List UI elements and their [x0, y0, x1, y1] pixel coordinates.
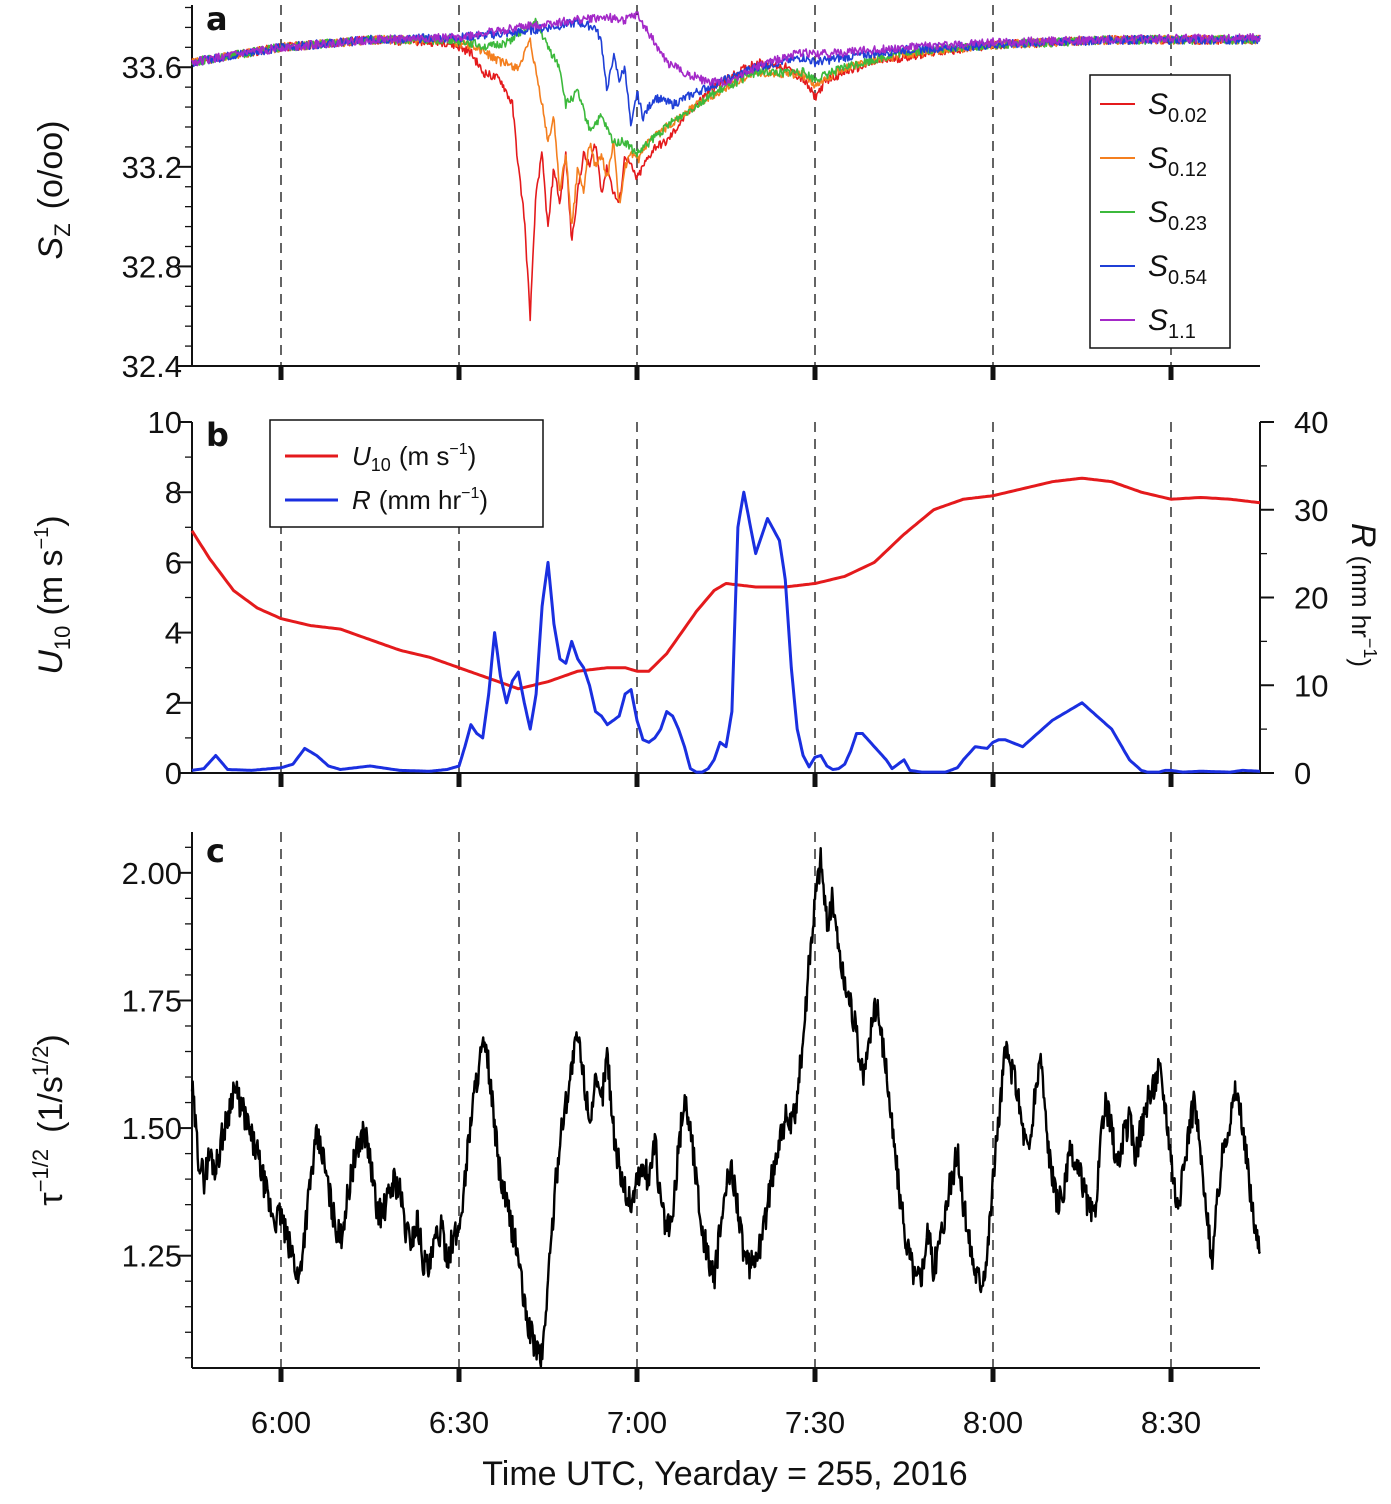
panel-b-left-ylabel-unit: (m s: [32, 550, 70, 616]
panel-b-right-ylabel: R (mm hr−1): [1344, 523, 1382, 667]
panel-c-ylabel: τ−1/2 (1/s1/2): [28, 1034, 70, 1205]
panel-b-right-ylabel-exponent: −1: [1360, 638, 1380, 659]
panel-c-ytick-label-1: 1.75: [122, 983, 182, 1018]
x-tick-label-4: 8:00: [963, 1405, 1023, 1440]
panel-c-ytick-label-0: 2.00: [122, 856, 182, 891]
panel-c-ylabel-unit-superscript: 1/2: [28, 1046, 53, 1077]
legend-u10-label: U10 (m s−1): [352, 441, 476, 475]
panel-a-ytick-label-1: 33.2: [122, 150, 182, 185]
svg-text:U10(m s−1): U10 (m s−1): [31, 515, 75, 674]
legend-panel-a: S0.02 S0.12 S0.23 S0.54 S1.1: [1089, 74, 1231, 349]
panel-b-left-ylabel-close: ): [32, 515, 70, 526]
legend-a-label-s023: S0.23: [1148, 196, 1207, 235]
panel-b-right-ytick-label-1: 10: [1294, 668, 1328, 703]
legend-panel-b: U10 (m s−1) R (mm hr−1): [269, 419, 544, 528]
panel-a-ylabel: SZ (o/oo): [32, 121, 75, 260]
svg-text:SZ(o/oo): SZ (o/oo): [32, 121, 75, 260]
panel-b-left-ylabel-symbol: U: [32, 650, 70, 675]
panel-b-left-ytick-label-0: 0: [165, 756, 182, 791]
series-rain-line: [191, 490, 1260, 774]
panel-letter-a: a: [206, 0, 228, 38]
panel-c-ytick-label-2: 1.50: [122, 1111, 182, 1146]
series-s11-line: [191, 11, 1261, 88]
legend-a-label-s002: S0.02: [1148, 88, 1207, 127]
panel-b: 0 2 4 6 8 10 0 10 20 30 40: [148, 405, 1329, 791]
legend-a-label-s054: S0.54: [1148, 250, 1207, 289]
panel-b-right-ytick-label-0: 0: [1294, 756, 1311, 791]
panel-letter-c: c: [206, 832, 225, 870]
panel-b-left-ytick-label-2: 4: [165, 616, 182, 651]
panel-a-ytick-label-2: 32.8: [122, 249, 182, 284]
panel-b-right-ylabel-symbol: R: [1344, 523, 1382, 548]
panel-a-ytick-label-0: 33.6: [122, 50, 182, 85]
panel-a-ylabel-subscript: Z: [50, 223, 75, 236]
panel-c: 2.00 1.75 1.50 1.25 6:00 6:30 7:00 7:30 8:00 8:30: [122, 832, 1261, 1440]
panel-b-right-ylabel-close: ): [1346, 658, 1376, 667]
x-tick-label-1: 6:30: [429, 1405, 489, 1440]
panel-b-left-ytick-label-5: 10: [148, 405, 182, 440]
panel-b-right-ytick-label-2: 20: [1294, 581, 1328, 616]
panel-c-ylabel-unit: (1/s: [32, 1076, 70, 1133]
panel-a-ylabel-unit: (o/oo): [32, 121, 70, 210]
panel-b-left-ytick-label-4: 8: [165, 475, 182, 510]
panel-b-left-ylabel: U10 (m s−1): [31, 515, 75, 674]
panel-a-ylabel-symbol: S: [32, 236, 70, 259]
x-tick-label-0: 6:00: [251, 1405, 311, 1440]
panel-b-left-ytick-label-3: 6: [165, 545, 182, 580]
panel-c-ylabel-close: ): [32, 1034, 70, 1045]
panel-a: 33.6 33.2 32.8 32.4: [122, 5, 1261, 384]
panel-b-left-ylabel-subscript: 10: [50, 626, 75, 650]
svg-text:R(mm hr−1): R (mm hr−1): [1344, 523, 1382, 667]
x-tick-label-2: 7:00: [607, 1405, 667, 1440]
legend-a-label-s11: S1.1: [1148, 304, 1196, 343]
x-tick-label-3: 7:30: [785, 1405, 845, 1440]
panel-b-left-ytick-label-1: 2: [165, 686, 182, 721]
x-axis-title: Time UTC, Yearday = 255, 2016: [482, 1455, 967, 1493]
series-tau-line: [190, 847, 1261, 1368]
panel-b-right-ytick-label-4: 40: [1294, 405, 1328, 440]
series-u10-line: [190, 476, 1261, 691]
panel-b-right-ytick-label-3: 30: [1294, 493, 1328, 528]
panel-a-ytick-label-3: 32.4: [122, 349, 182, 384]
panel-c-ylabel-symbol: τ: [32, 1192, 70, 1206]
panel-b-right-ylabel-unit: (mm hr: [1346, 556, 1376, 639]
panel-letter-b: b: [206, 416, 229, 454]
svg-text:τ−1/2(1/s1/2): τ−1/2 (1/s1/2): [28, 1034, 70, 1205]
legend-rain-label: R (mm hr−1): [352, 485, 488, 515]
panel-c-ylabel-superscript: −1/2: [28, 1149, 53, 1192]
legend-a-label-s012: S0.12: [1148, 142, 1207, 181]
panel-b-left-ylabel-exponent: −1: [31, 527, 53, 550]
x-tick-label-5: 8:30: [1141, 1405, 1201, 1440]
panel-c-ytick-label-3: 1.25: [122, 1239, 182, 1274]
